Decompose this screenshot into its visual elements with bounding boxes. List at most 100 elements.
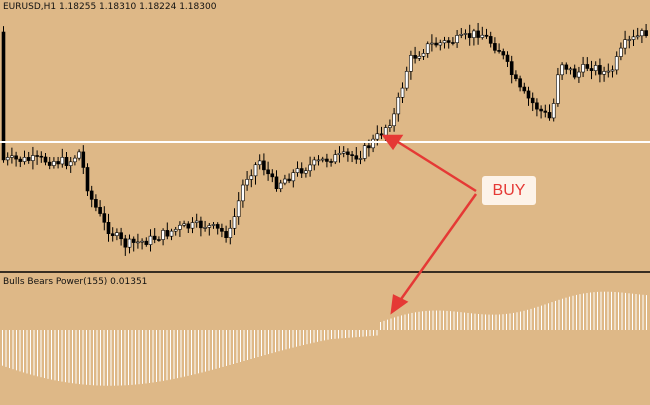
histogram-bar [243, 330, 245, 362]
candle [270, 169, 275, 183]
histogram-bar [58, 330, 59, 381]
histogram-bar [240, 330, 241, 363]
histogram-bar [520, 311, 521, 330]
candle [249, 169, 254, 188]
candle [85, 163, 90, 197]
histogram-bar [72, 330, 73, 384]
candle [572, 64, 577, 80]
histogram-bar [464, 312, 465, 330]
candle [43, 153, 48, 166]
candle [148, 229, 153, 252]
histogram-bar [236, 330, 238, 363]
candle [224, 225, 228, 243]
candle [526, 86, 531, 106]
histogram-bar [201, 330, 203, 373]
histogram-bar [513, 312, 514, 330]
candle [1, 26, 6, 163]
histogram-bar [541, 305, 542, 330]
candle [262, 153, 266, 176]
histogram-bar [639, 294, 640, 330]
candle [110, 227, 115, 242]
histogram-bar [355, 330, 357, 338]
candle [509, 55, 514, 84]
candle [543, 104, 548, 118]
histogram-bar [278, 330, 280, 352]
candle [73, 155, 77, 166]
histogram-bar [306, 330, 308, 345]
histogram-bar [390, 318, 392, 330]
histogram-bar [166, 330, 168, 381]
histogram-bar [180, 330, 182, 378]
histogram-bar [401, 315, 402, 330]
candle [535, 98, 539, 117]
histogram-bar [261, 330, 262, 357]
histogram-bar [443, 310, 444, 330]
histogram-bar [68, 330, 70, 383]
histogram-bar [590, 292, 591, 330]
histogram-bar [226, 330, 227, 366]
candle [379, 126, 384, 140]
histogram-bar [642, 294, 644, 330]
histogram-bar [317, 330, 318, 342]
candle [68, 157, 73, 173]
candle [619, 42, 623, 61]
candle [346, 148, 350, 162]
bulls-bears-power-histogram [2, 291, 647, 386]
candle [568, 66, 573, 75]
candle [161, 228, 165, 246]
candle [388, 119, 392, 132]
histogram-bar [177, 330, 178, 379]
histogram-bar [33, 330, 35, 376]
candle [64, 152, 69, 170]
histogram-bar [537, 306, 539, 330]
histogram-bar [138, 330, 140, 385]
histogram-bar [439, 310, 441, 330]
histogram-bar [450, 311, 451, 330]
histogram-bar [296, 330, 297, 347]
candle [295, 161, 300, 177]
candle [472, 28, 476, 46]
histogram-bar [173, 330, 175, 379]
candle [47, 156, 52, 170]
candle [115, 228, 119, 241]
histogram-bar [499, 314, 500, 330]
histogram-bar [159, 330, 161, 382]
candle [341, 146, 346, 158]
candle [476, 22, 480, 45]
histogram-bar [345, 330, 346, 338]
candle [442, 36, 447, 49]
candle [547, 104, 552, 121]
histogram-bar [558, 299, 560, 330]
histogram-bar [124, 330, 126, 386]
candle [404, 66, 409, 91]
histogram-bar [607, 291, 609, 330]
histogram-bar [488, 314, 490, 330]
histogram-bar [152, 330, 154, 383]
histogram-bar [523, 310, 525, 330]
candle [10, 147, 14, 164]
candle [241, 179, 245, 208]
candle [136, 233, 140, 249]
candle [287, 173, 291, 184]
histogram-bar [576, 294, 577, 330]
candle [182, 220, 186, 228]
candle [421, 48, 426, 61]
candle [446, 37, 451, 49]
candle [131, 236, 136, 252]
histogram-bar [394, 317, 395, 330]
histogram-bar [597, 291, 598, 330]
histogram-bar [359, 330, 360, 337]
candle [278, 179, 283, 193]
candle [56, 156, 60, 169]
histogram-bar [506, 313, 507, 330]
histogram-bar [366, 330, 367, 337]
candle [627, 35, 632, 49]
histogram-bar [194, 330, 196, 375]
candle [522, 82, 527, 94]
histogram-bar [348, 330, 350, 338]
histogram-bar [625, 292, 626, 330]
histogram-bar [383, 320, 385, 330]
histogram-bar [569, 296, 570, 330]
candle [220, 223, 224, 238]
